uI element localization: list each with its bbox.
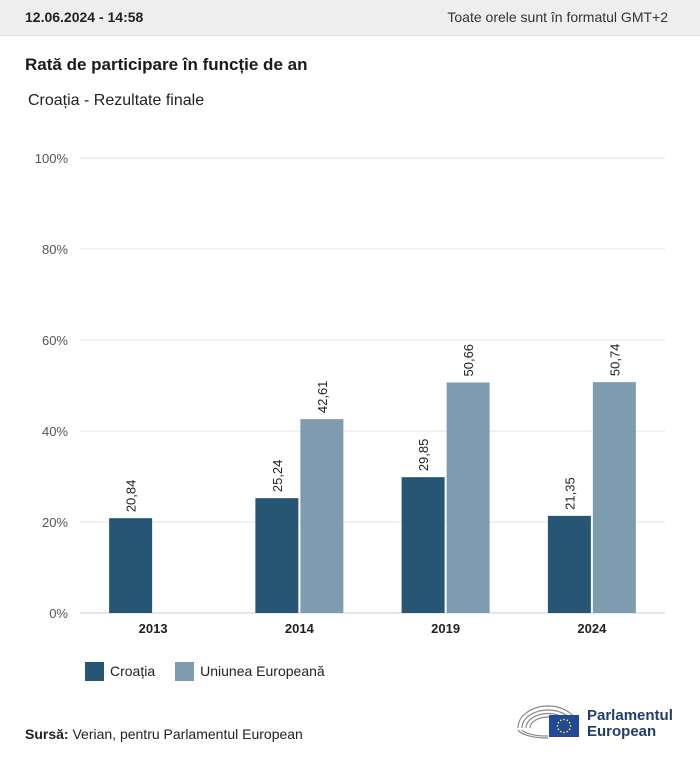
eu-star — [568, 721, 571, 724]
timestamp: 12.06.2024 - 14:58 — [25, 9, 144, 25]
chart-legend: Croația Uniunea Europeană — [85, 660, 345, 682]
bar — [109, 518, 153, 613]
parliament-logo[interactable]: Parlamentul European — [515, 700, 685, 744]
legend-swatch-croatia — [85, 661, 104, 681]
eu-star — [568, 728, 571, 731]
legend-label-croatia: Croația — [110, 663, 156, 679]
y-tick-label: 0% — [49, 606, 68, 621]
top-bar: 12.06.2024 - 14:58 Toate orele sunt în f… — [0, 0, 700, 36]
eu-star — [566, 719, 569, 722]
x-tick-label: 2014 — [285, 621, 315, 636]
hemicycle-flag-icon — [517, 705, 579, 739]
eu-star — [563, 718, 565, 721]
y-tick-label: 60% — [42, 333, 68, 348]
x-tick-label: 2013 — [139, 621, 168, 636]
x-tick-label: 2019 — [431, 621, 460, 636]
legend-item-eu[interactable]: Uniunea Europeană — [175, 661, 325, 681]
source-note: Sursă: Verian, pentru Parlamentul Europe… — [25, 726, 303, 742]
bar — [300, 419, 344, 613]
eu-star — [566, 730, 569, 733]
chart-subtitle: Croația - Rezultate finale — [28, 92, 205, 109]
data-label: 50,74 — [607, 344, 622, 377]
eu-star — [559, 719, 562, 722]
data-label: 50,66 — [461, 344, 476, 377]
bar — [446, 382, 490, 613]
logo-line1: Parlamentul — [587, 707, 673, 724]
data-label: 42,61 — [315, 381, 330, 414]
eu-star — [557, 721, 560, 724]
bar — [547, 515, 591, 613]
y-tick-label: 40% — [42, 424, 68, 439]
eu-star — [559, 730, 562, 733]
legend-swatch-eu — [175, 661, 195, 681]
eu-star — [569, 725, 572, 727]
timezone-note: Toate orele sunt în formatul GMT+2 — [447, 9, 668, 25]
logo-line2: European — [587, 723, 657, 740]
bar — [255, 498, 299, 613]
bar-chart: 0% 20% 40% 60% 80% 100% 20,84 2013 25,24 42,61 201… — [35, 151, 665, 636]
logo-text: Parlamentul European — [587, 708, 673, 740]
y-tick-label: 100% — [35, 151, 69, 166]
source-text: Verian, pentru Parlamentul European — [72, 726, 303, 742]
y-tick-label: 80% — [42, 242, 68, 257]
eu-star — [563, 731, 565, 734]
eu-star — [557, 728, 560, 731]
source-label: Sursă: — [25, 726, 69, 742]
data-label: 21,35 — [562, 477, 577, 510]
bar — [592, 382, 636, 613]
bar — [401, 477, 445, 613]
data-label: 29,85 — [416, 439, 431, 472]
data-label: 25,24 — [270, 460, 285, 493]
chart-title: Rată de participare în funcție de an — [25, 55, 308, 74]
eu-star — [556, 725, 559, 727]
legend-item-croatia[interactable]: Croația — [85, 661, 156, 681]
y-tick-label: 20% — [42, 515, 68, 530]
x-tick-label: 2024 — [577, 621, 607, 636]
legend-label-eu: Uniunea Europeană — [200, 663, 325, 679]
data-label: 20,84 — [124, 480, 139, 513]
